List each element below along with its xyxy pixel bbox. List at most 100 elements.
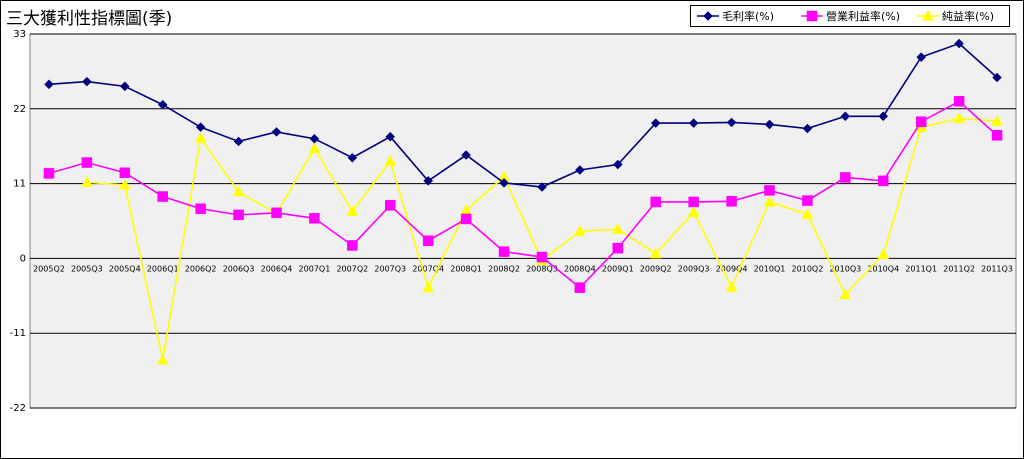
data-point bbox=[43, 168, 55, 179]
data-point bbox=[574, 282, 586, 293]
data-point bbox=[346, 205, 359, 217]
data-point bbox=[156, 353, 169, 365]
data-point bbox=[802, 195, 813, 206]
x-tick-label: 2005Q4 bbox=[109, 264, 141, 273]
data-point bbox=[953, 96, 965, 107]
x-tick-label: 2010Q3 bbox=[829, 264, 861, 273]
data-point bbox=[233, 136, 244, 147]
data-point bbox=[232, 185, 245, 197]
x-tick-label: 2006Q4 bbox=[261, 264, 293, 273]
x-tick-label: 2006Q3 bbox=[223, 264, 255, 273]
data-point bbox=[81, 157, 93, 168]
legend-label: 營業利益率(%) bbox=[826, 9, 900, 23]
series-line bbox=[48, 100, 998, 289]
data-point bbox=[271, 207, 282, 219]
data-point bbox=[802, 123, 813, 134]
x-tick-label: 2008Q1 bbox=[450, 264, 482, 273]
data-point bbox=[725, 280, 738, 292]
x-tick-label: 2008Q4 bbox=[564, 264, 596, 273]
data-point bbox=[347, 152, 358, 163]
series-diamond bbox=[44, 38, 1002, 192]
data-point bbox=[385, 131, 396, 142]
data-point bbox=[537, 182, 547, 192]
y-tick-label: 22 bbox=[13, 104, 26, 115]
data-point bbox=[422, 235, 434, 246]
x-tick-label: 2006Q2 bbox=[185, 264, 217, 273]
data-point bbox=[612, 159, 623, 170]
data-point bbox=[385, 200, 396, 211]
legend-marker bbox=[806, 10, 818, 22]
data-point bbox=[992, 72, 1002, 83]
data-point bbox=[915, 116, 927, 127]
data-point bbox=[726, 117, 737, 128]
chart-legend: 毛利率(%) 營業利益率(%) 純益率(%) bbox=[690, 5, 1010, 27]
x-tick-label: 2010Q1 bbox=[754, 264, 786, 273]
data-point bbox=[954, 38, 964, 49]
x-tick-label: 2010Q4 bbox=[867, 264, 899, 273]
data-point bbox=[764, 119, 775, 130]
y-tick-label: 11 bbox=[13, 179, 26, 190]
legend-marker bbox=[703, 11, 713, 21]
data-point bbox=[840, 172, 851, 183]
data-point bbox=[309, 133, 320, 144]
legend-label: 純益率(%) bbox=[942, 9, 994, 23]
legend-items: 毛利率(%) 營業利益率(%) 純益率(%) bbox=[697, 9, 994, 23]
data-point bbox=[611, 223, 624, 234]
x-tick-label: 2007Q2 bbox=[336, 264, 368, 273]
data-point bbox=[195, 203, 206, 215]
data-point bbox=[878, 175, 889, 187]
data-point bbox=[575, 165, 585, 175]
x-tick-label: 2005Q2 bbox=[33, 264, 65, 273]
data-point bbox=[271, 127, 282, 137]
data-point bbox=[119, 81, 130, 92]
data-point bbox=[498, 246, 510, 257]
data-point bbox=[499, 178, 509, 188]
data-point bbox=[726, 196, 737, 207]
data-point bbox=[840, 111, 851, 122]
x-tick-label: 2010Q2 bbox=[792, 264, 824, 273]
x-tick-label: 2009Q3 bbox=[678, 264, 710, 273]
data-point bbox=[991, 130, 1003, 141]
data-point bbox=[763, 195, 776, 207]
y-tick-label: 33 bbox=[13, 29, 26, 40]
data-point bbox=[461, 150, 471, 160]
data-point bbox=[157, 99, 168, 110]
data-point bbox=[157, 191, 168, 202]
x-tick-label: 2011Q2 bbox=[943, 264, 975, 273]
data-point bbox=[650, 196, 661, 208]
data-point bbox=[347, 240, 358, 251]
data-point bbox=[573, 225, 586, 236]
y-tick-label: -11 bbox=[10, 328, 26, 339]
data-point bbox=[233, 209, 244, 221]
data-point bbox=[308, 142, 321, 153]
data-point bbox=[688, 118, 699, 128]
data-point bbox=[650, 118, 661, 128]
legend-marker bbox=[922, 9, 934, 21]
y-tick-label: -22 bbox=[10, 403, 26, 414]
x-tick-label: 2007Q3 bbox=[374, 264, 406, 273]
y-tick-label: 0 bbox=[20, 253, 26, 264]
x-tick-label: 2005Q3 bbox=[71, 264, 103, 273]
data-point bbox=[118, 178, 131, 190]
data-point bbox=[687, 206, 700, 217]
data-point bbox=[422, 281, 435, 293]
data-point bbox=[309, 213, 320, 224]
data-point bbox=[119, 167, 131, 178]
x-tick-label: 2008Q3 bbox=[526, 264, 558, 273]
legend-label: 毛利率(%) bbox=[722, 9, 774, 23]
x-tick-label: 2007Q4 bbox=[412, 264, 444, 273]
data-point bbox=[536, 251, 548, 263]
data-point bbox=[764, 185, 775, 196]
data-point bbox=[423, 176, 434, 186]
data-point bbox=[839, 288, 852, 300]
data-point bbox=[80, 176, 93, 187]
series-square bbox=[43, 96, 1003, 293]
data-point bbox=[878, 111, 889, 122]
x-tick-label: 2008Q2 bbox=[488, 264, 520, 273]
x-tick-label: 2009Q2 bbox=[640, 264, 672, 273]
data-point bbox=[688, 196, 699, 208]
x-tick-label: 2011Q3 bbox=[981, 264, 1013, 273]
data-point bbox=[44, 79, 54, 90]
x-tick-label: 2006Q1 bbox=[147, 264, 179, 273]
